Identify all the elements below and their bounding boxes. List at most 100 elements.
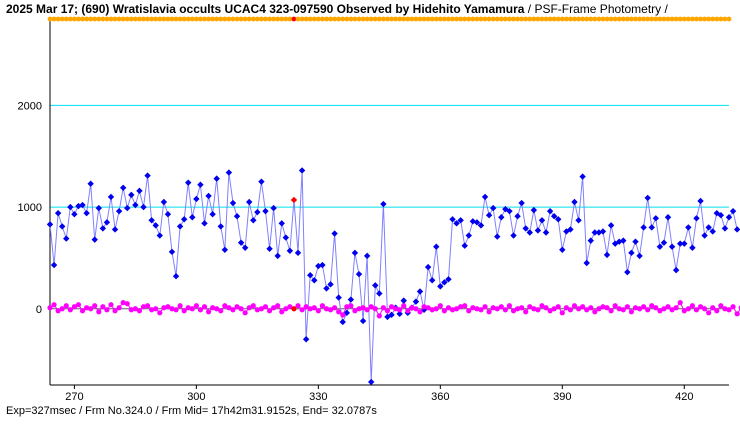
comparison-point [67,307,73,313]
frame-marker [417,16,423,22]
comparison-point [734,311,740,317]
frame-marker [157,16,163,22]
target-point [103,219,111,226]
comparison-point [470,305,476,311]
frame-marker [494,16,500,22]
target-point [628,249,635,257]
target-point [599,228,607,235]
target-point [701,232,708,239]
target-point [656,243,664,250]
frame-marker [429,16,435,22]
target-point [465,232,472,239]
comparison-point [539,303,545,309]
frame-marker [234,16,240,22]
target-point [416,288,424,295]
target-point [160,198,168,206]
target-point [571,198,578,206]
frame-marker [161,16,167,22]
comparison-point [181,308,187,314]
comparison-point [116,305,122,311]
target-point [241,244,249,251]
frame-marker [55,16,61,22]
target-point [713,209,721,217]
comparison-point [177,303,183,309]
comparison-point [149,307,155,313]
comparison-point [348,303,354,309]
comparison-point [433,306,439,312]
frame-marker [295,16,301,22]
comparison-point [535,307,541,313]
comparison-point [144,303,151,309]
target-point [461,242,468,249]
frame-marker [580,16,586,22]
frame-marker [263,16,268,22]
frame-marker [259,16,264,22]
frame-marker [385,16,390,22]
target-point [294,249,302,257]
comparison-point [303,304,309,310]
frame-marker [393,16,398,22]
comparison-point [108,302,114,308]
target-line [49,170,738,382]
target-point [201,220,208,227]
comparison-point [124,301,130,307]
frame-marker [409,16,415,22]
target-point [83,209,90,217]
frame-marker [563,16,569,22]
frame-marker [348,16,354,22]
frame-marker [437,16,443,22]
comparison-point [132,306,138,312]
frame-marker [515,16,520,22]
y-tick-label-2000: 2000 [18,100,42,112]
frame-marker [726,16,732,22]
target-point [481,193,489,201]
comparison-point [445,305,452,311]
comparison-point [323,306,330,312]
comparison-point [592,309,598,315]
frame-marker [328,16,333,22]
target-point [58,223,66,230]
comparison-point [266,308,273,314]
target-point [363,252,371,260]
frame-marker [568,16,573,22]
target-point [136,187,143,195]
target-point [115,207,123,215]
frame-marker [368,16,374,22]
target-point [355,270,363,278]
frame-marker [462,16,468,22]
target-point [185,179,192,186]
frame-marker [633,16,638,22]
comparison-point [140,304,147,310]
comparison-point [234,304,240,310]
frame-marker [454,16,459,22]
target-point [660,239,668,246]
target-point [648,224,655,231]
comparison-point [575,306,582,312]
target-point [347,296,355,303]
target-point [441,279,448,286]
comparison-point [88,306,94,312]
frame-marker [356,16,362,22]
frame-marker [96,16,102,22]
comparison-point [279,309,285,315]
target-point [67,203,74,211]
frame-marker [307,16,313,22]
comparison-point [287,304,293,310]
target-point [400,297,407,304]
target-point [258,178,265,185]
x-tick-label-300: 300 [187,391,205,403]
frame-marker [71,16,77,22]
frame-marker [441,16,447,22]
comparison-point [161,305,167,311]
frame-marker [604,16,610,22]
frame-marker [214,16,220,22]
frame-marker [291,16,297,22]
frame-marker [222,16,228,22]
comparison-point [352,308,358,314]
comparison-point [201,304,208,310]
comparison-point [478,307,484,313]
target-point [697,197,704,205]
frame-marker [698,16,703,22]
frame-marker [116,16,122,22]
frame-marker [344,16,350,22]
